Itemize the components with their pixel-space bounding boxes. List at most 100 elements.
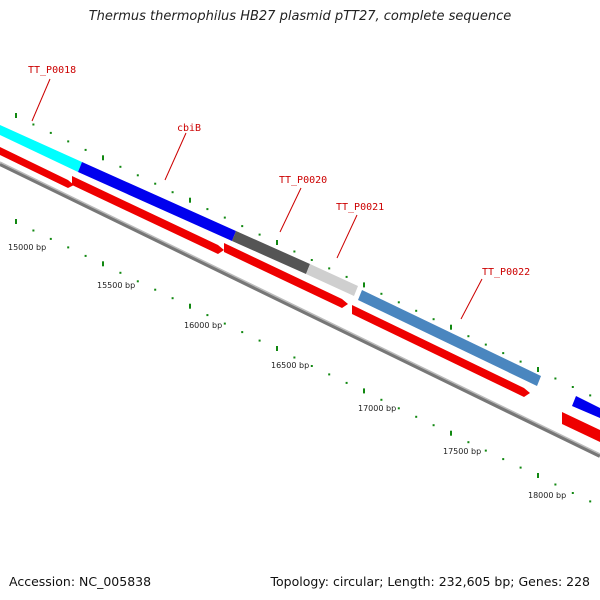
bp-tick — [484, 343, 487, 346]
bp-tick — [293, 356, 296, 359]
cds-arrow — [562, 412, 600, 442]
gene-bar-tt-p0022 — [358, 290, 541, 386]
bp-tick — [67, 246, 70, 249]
bp-tick — [554, 483, 557, 486]
cds-arrow — [72, 176, 224, 254]
bp-tick — [432, 424, 435, 427]
gene-bar-tt-p0018 — [0, 125, 82, 172]
bp-tick — [15, 219, 17, 224]
bp-tick — [450, 430, 452, 436]
bp-tick — [49, 237, 52, 240]
bp-tick — [119, 271, 122, 274]
cds-arrow — [0, 147, 74, 188]
bp-tick — [589, 394, 592, 397]
bp-tick — [345, 381, 348, 384]
bp-tick — [102, 155, 104, 161]
gene-label-tt-p0021: TT_P0021 — [336, 202, 384, 213]
gene-labels: TT_P0018 cbiB TT_P0020 TT_P0021 TT_P0022 — [28, 65, 530, 278]
bp-label: 17500 bp — [443, 447, 481, 456]
bp-label: 15000 bp — [8, 243, 46, 252]
sequence-backbone — [0, 161, 600, 458]
bp-tick — [154, 182, 157, 185]
bp-tick — [589, 500, 592, 503]
bp-tick — [467, 335, 470, 338]
bp-scale-labels: 15000 bp 15500 bp 16000 bp 16500 bp 1700… — [8, 243, 566, 500]
accession-text: Accession: NC_005838 — [9, 574, 152, 589]
bp-tick — [154, 288, 157, 291]
bp-tick — [189, 197, 191, 203]
bp-tick — [537, 367, 539, 372]
bp-tick — [223, 322, 226, 325]
bp-tick — [380, 398, 383, 401]
bp-tick — [363, 282, 365, 288]
bp-tick — [519, 466, 522, 469]
bp-tick — [276, 240, 278, 245]
bp-label: 16000 bp — [184, 321, 222, 330]
cds-track — [0, 147, 600, 442]
bp-tick — [102, 261, 104, 267]
bp-tick — [136, 174, 139, 177]
gene-bar-tt-p0021 — [306, 264, 358, 296]
bp-tick — [310, 365, 313, 367]
bp-label: 16500 bp — [271, 361, 309, 370]
cds-arrow — [224, 243, 348, 308]
bp-tick — [171, 297, 174, 300]
topology-text: Topology: circular; Length: 232,605 bp; … — [270, 574, 591, 589]
bp-tick — [450, 324, 452, 330]
bp-tick — [345, 275, 348, 278]
bp-tick — [467, 441, 470, 444]
bp-tick — [84, 254, 87, 257]
bp-tick — [49, 131, 52, 134]
bp-tick — [415, 309, 418, 312]
bp-tick — [397, 301, 400, 304]
bp-tick — [328, 373, 331, 376]
bp-tick — [32, 123, 35, 126]
bp-tick — [380, 292, 383, 295]
bp-tick — [15, 113, 17, 118]
bp-tick — [432, 318, 435, 321]
bp-tick — [537, 473, 539, 478]
bp-label: 18000 bp — [528, 491, 566, 500]
map-title: Thermus thermophilus HB27 plasmid pTT27,… — [88, 9, 512, 24]
bp-tick — [258, 339, 261, 342]
bp-tick — [502, 458, 505, 461]
gene-bar-tt-p0020 — [232, 231, 310, 274]
bp-tick — [328, 267, 331, 270]
bp-tick — [241, 225, 244, 228]
bp-tick — [554, 377, 557, 380]
gene-bar-cbib — [78, 162, 236, 241]
bp-tick — [571, 492, 574, 494]
bp-tick — [206, 314, 209, 317]
bp-tick — [189, 303, 191, 309]
bp-tick — [84, 148, 87, 151]
gene-label-tt-p0018: TT_P0018 — [28, 65, 76, 76]
label-leaders — [31, 78, 483, 320]
bp-tick — [241, 331, 244, 334]
bp-tick — [258, 233, 261, 236]
gene-label-cbib: cbiB — [177, 123, 201, 134]
bp-tick — [171, 191, 174, 194]
bp-tick — [119, 165, 122, 168]
bp-tick — [32, 229, 35, 232]
bp-tick — [310, 259, 313, 261]
bp-tick — [206, 208, 209, 211]
gene-label-tt-p0020: TT_P0020 — [279, 175, 327, 186]
bp-tick — [67, 140, 70, 143]
bp-tick — [223, 216, 226, 219]
bp-tick — [136, 280, 139, 283]
bp-tick — [571, 386, 574, 388]
bp-tick — [397, 407, 400, 410]
bp-tick — [484, 449, 487, 452]
bp-tick-marks — [15, 113, 592, 503]
bp-tick — [276, 346, 278, 351]
cds-arrow — [352, 305, 530, 397]
bp-label: 15500 bp — [97, 281, 135, 290]
gene-track — [0, 125, 600, 418]
bp-tick — [519, 360, 522, 363]
bp-label: 17000 bp — [358, 404, 396, 413]
bp-tick — [415, 415, 418, 418]
bp-tick — [502, 352, 505, 355]
gene-bar-next — [572, 396, 600, 418]
